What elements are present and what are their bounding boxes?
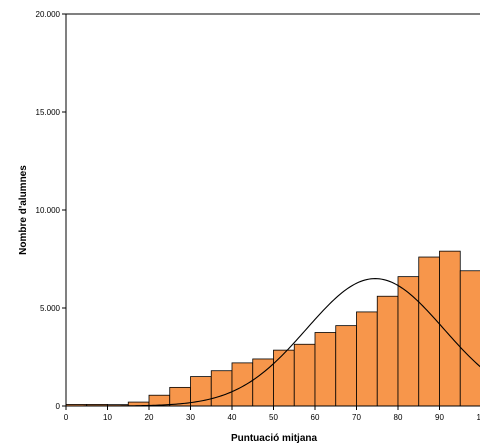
x-tick-label-3: 30 xyxy=(186,413,195,422)
histogram-bar-8 xyxy=(231,362,254,407)
x-tick-label-1: 10 xyxy=(103,413,112,422)
x-axis-ticks: 0 10 20 30 40 50 60 70 80 90 10 xyxy=(64,406,480,422)
y-tick-label-1: 5.000 xyxy=(40,304,61,313)
x-tick-label-2: 20 xyxy=(145,413,154,422)
x-tick-label-8: 80 xyxy=(394,413,403,422)
x-tick-label-9: 90 xyxy=(435,413,444,422)
histogram-bar-14 xyxy=(356,311,378,407)
y-tick-label-3: 15.000 xyxy=(36,108,61,117)
y-tick-label-2: 10.000 xyxy=(36,206,61,215)
y-tick-label-4: 20.000 xyxy=(36,10,61,19)
histogram-bar-15 xyxy=(376,295,399,407)
x-tick-label-7: 70 xyxy=(352,413,361,422)
histogram-bar-16 xyxy=(397,276,420,407)
histogram-bar-12 xyxy=(314,332,337,407)
x-tick-label-6: 60 xyxy=(311,413,320,422)
histogram-bar-10 xyxy=(273,349,295,407)
x-axis-title: Puntuació mitjana xyxy=(231,433,318,444)
x-tick-label-5: 50 xyxy=(269,413,278,422)
x-tick-label-4: 40 xyxy=(228,413,237,422)
x-tick-label-10: 10 xyxy=(477,413,480,422)
histogram-bar-11 xyxy=(293,343,316,407)
histogram-bar-18 xyxy=(439,250,461,407)
y-axis-title: Nombre d'alumnes xyxy=(18,165,29,255)
x-tick-label-0: 0 xyxy=(64,413,69,422)
histogram-bar-13 xyxy=(335,325,357,407)
histogram-bar-17 xyxy=(418,256,440,407)
histogram-bar-7 xyxy=(210,370,233,407)
y-tick-label-0: 0 xyxy=(56,402,61,411)
histogram-bar-19 xyxy=(459,270,480,407)
histogram-bars xyxy=(65,250,480,407)
histogram-bar-6 xyxy=(190,376,212,407)
y-axis-ticks: 0 5.000 10.000 15.000 20.000 xyxy=(36,10,66,411)
